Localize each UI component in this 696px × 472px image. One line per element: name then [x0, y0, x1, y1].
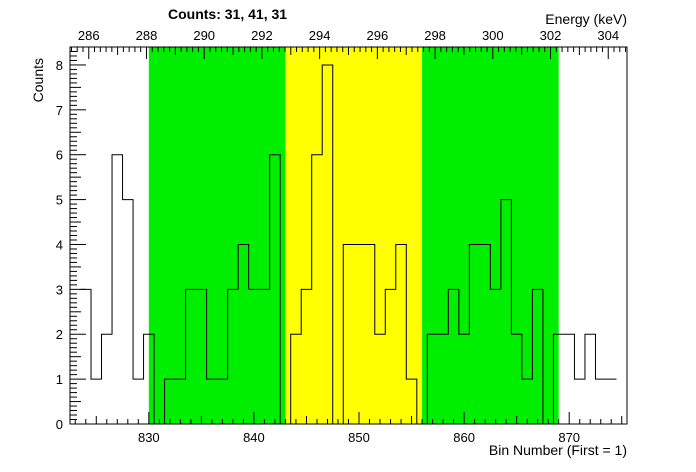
x-tick-label: 830	[138, 430, 160, 445]
top-tick-label: 296	[367, 28, 389, 43]
y-tick-label: 1	[56, 372, 63, 387]
top-axis-label: Energy (keV)	[545, 11, 627, 27]
y-tick-label: 3	[56, 282, 63, 297]
histogram-line	[80, 64, 617, 425]
top-tick-label: 300	[482, 28, 504, 43]
top-tick-label: 292	[251, 28, 273, 43]
top-tick-label: 286	[78, 28, 100, 43]
top-tick-label: 294	[309, 28, 331, 43]
region-band-peak	[285, 47, 423, 424]
top-tick-label: 298	[424, 28, 446, 43]
region-band-right	[422, 47, 559, 424]
region-bands	[148, 47, 559, 424]
x-tick-label: 860	[453, 430, 475, 445]
top-tick-label: 290	[193, 28, 215, 43]
top-axis-ticks: 286 288 290 292 294 296 298 300 302 304	[70, 28, 627, 59]
y-tick-label: 7	[56, 103, 63, 118]
y-tick-label: 4	[56, 237, 63, 252]
x-axis-ticks: 830 840 850 860 870	[74, 412, 623, 445]
x-tick-label: 870	[558, 430, 580, 445]
chart-title: Counts: 31, 41, 31	[168, 6, 287, 22]
y-tick-label: 5	[56, 193, 63, 208]
top-tick-label: 302	[540, 28, 562, 43]
y-tick-label: 6	[56, 148, 63, 163]
y-tick-label: 2	[56, 327, 63, 342]
y-axis-label: Counts	[30, 58, 46, 102]
y-tick-label: 8	[56, 58, 63, 73]
region-band-left	[148, 47, 286, 424]
top-tick-label: 304	[597, 28, 619, 43]
x-tick-label: 850	[348, 430, 370, 445]
x-tick-label: 840	[243, 430, 265, 445]
top-tick-label: 288	[136, 28, 158, 43]
x-axis-label: Bin Number (First = 1)	[489, 442, 627, 458]
y-tick-label: 0	[56, 417, 63, 432]
y-axis-ticks: 0 1 2 3 4 5 6 7 8	[56, 46, 86, 432]
